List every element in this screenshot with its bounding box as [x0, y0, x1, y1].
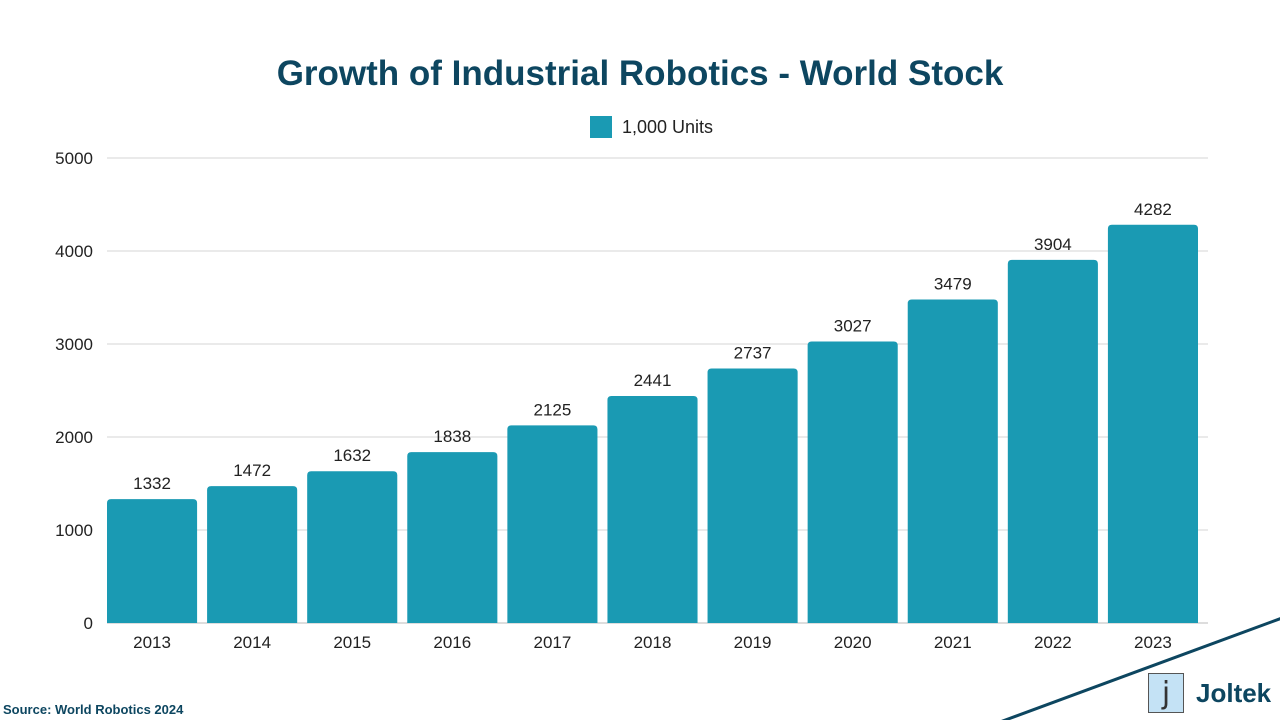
bar — [807, 341, 898, 623]
data-label: 2125 — [533, 400, 571, 419]
x-tick-label: 2016 — [433, 633, 471, 652]
data-label: 1472 — [233, 461, 271, 480]
x-tick-label: 2013 — [133, 633, 171, 652]
x-tick-label: 2022 — [1034, 633, 1072, 652]
x-tick-label: 2015 — [333, 633, 371, 652]
x-tick-label: 2023 — [1134, 633, 1172, 652]
bar — [1107, 224, 1198, 624]
chart-title: Growth of Industrial Robotics - World St… — [276, 54, 1004, 93]
x-tick-label: 2017 — [533, 633, 571, 652]
decorative-diagonal-line — [1001, 617, 1280, 720]
logo-text: Joltek — [1196, 677, 1272, 708]
data-label: 2737 — [734, 343, 772, 362]
data-label: 1632 — [333, 446, 371, 465]
data-label: 1332 — [133, 474, 171, 493]
data-label: 3904 — [1034, 235, 1072, 254]
bar — [907, 299, 998, 623]
y-tick-label: 2000 — [55, 428, 93, 447]
data-label: 3027 — [834, 316, 872, 335]
data-label: 4282 — [1134, 200, 1172, 219]
legend-label: 1,000 Units — [622, 116, 714, 137]
logo: j Joltek — [1148, 673, 1271, 713]
logo-j-icon: j — [1148, 673, 1184, 713]
x-tick-label: 2021 — [934, 633, 972, 652]
y-tick-label: 4000 — [55, 242, 93, 261]
bar — [1007, 259, 1098, 623]
bar — [307, 471, 398, 623]
x-tick-label: 2019 — [734, 633, 772, 652]
y-tick-label: 5000 — [55, 149, 93, 168]
bar — [407, 452, 498, 623]
bar — [607, 395, 698, 623]
y-tick-label: 0 — [84, 614, 93, 633]
data-label: 1838 — [433, 427, 471, 446]
y-tick-label: 1000 — [55, 521, 93, 540]
bar — [107, 499, 198, 623]
bar — [507, 425, 598, 623]
data-label: 2441 — [634, 371, 672, 390]
bar — [707, 368, 798, 623]
y-tick-label: 3000 — [55, 335, 93, 354]
legend: 1,000 Units — [590, 116, 713, 138]
x-tick-label: 2018 — [634, 633, 672, 652]
data-label: 3479 — [934, 274, 972, 293]
legend-swatch — [590, 116, 612, 138]
source-note: Source: World Robotics 2024 — [3, 702, 184, 717]
bar — [207, 486, 298, 623]
x-tick-label: 2014 — [233, 633, 271, 652]
x-tick-label: 2020 — [834, 633, 872, 652]
